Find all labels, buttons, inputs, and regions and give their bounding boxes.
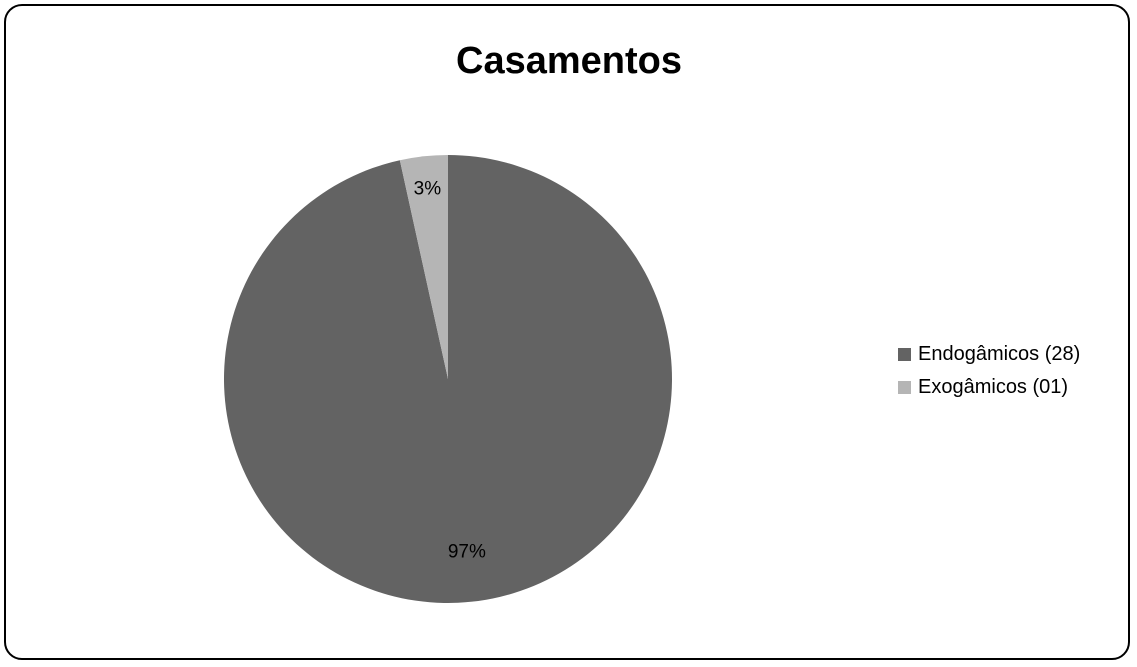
pie-slice-exogamicos xyxy=(399,155,448,379)
legend-label-endogamicos: Endogâmicos (28) xyxy=(918,342,1081,365)
pie-slice-endogamicos xyxy=(224,155,672,604)
legend-item-endogamicos: Endogâmicos (28) xyxy=(898,340,1080,368)
chart-title: Casamentos xyxy=(456,40,682,82)
legend: Endogâmicos (28) Exogâmicos (01) xyxy=(898,340,1080,406)
legend-swatch-exogamicos xyxy=(898,380,911,394)
legend-item-exogamicos: Exogâmicos (01) xyxy=(898,373,1080,401)
slice-label-endogamicos: 97% xyxy=(448,542,486,563)
slice-label-exogamicos: 3% xyxy=(414,179,442,200)
legend-label-exogamicos: Exogâmicos (01) xyxy=(918,375,1069,398)
legend-swatch-endogamicos xyxy=(898,347,911,361)
